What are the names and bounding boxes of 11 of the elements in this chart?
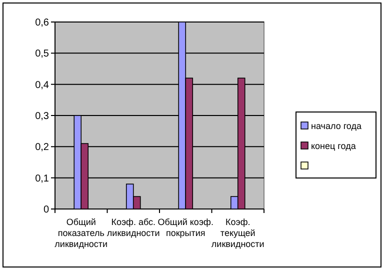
y-tick-label: 0,6 <box>35 18 50 28</box>
y-tick-label: 0,2 <box>35 142 50 154</box>
legend-label: конец года <box>311 141 356 152</box>
y-tick-label: 0,4 <box>35 80 50 91</box>
y-tick-label: 0,3 <box>35 111 50 122</box>
y-tick-label: 0,1 <box>35 173 50 184</box>
y-tick-label: 0,5 <box>35 48 50 60</box>
legend-label: начало года <box>311 121 362 132</box>
x-tick-label: Общий показатель ликвидности <box>54 217 108 249</box>
y-tick-label: 0 <box>43 204 50 216</box>
x-tick-label: Коэф. текущей ликвидности <box>211 217 264 249</box>
